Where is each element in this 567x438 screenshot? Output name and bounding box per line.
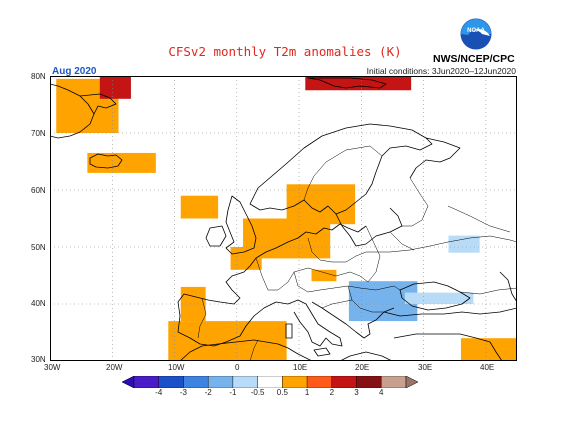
- colorbar-cell: [183, 376, 209, 388]
- colorbar-cell: [282, 376, 308, 388]
- sardinia-coast: [285, 323, 293, 339]
- baltic-coast: [335, 207, 403, 247]
- colorbar: [122, 376, 418, 388]
- colorbar-tick-label: 3: [354, 388, 359, 397]
- kola-coast: [409, 137, 461, 179]
- britain-coast: [225, 195, 257, 255]
- turkey-coast: [383, 307, 517, 317]
- noaa-logo: NOAA: [460, 18, 492, 50]
- lat-label-80n: 80N: [31, 72, 46, 81]
- coastlines: [50, 77, 517, 361]
- lat-label-30n: 30N: [31, 355, 46, 364]
- colorbar-cell: [381, 376, 407, 388]
- lat-label-60n: 60N: [31, 186, 46, 195]
- initial-conditions: Initial conditions: 3Jun2020–12Jun2020: [366, 66, 516, 76]
- sicily-coast: [313, 347, 331, 357]
- colorbar-low-arrow: [122, 376, 135, 388]
- noaa-logo-text: NOAA: [467, 28, 485, 34]
- balkans-coast: [311, 301, 395, 339]
- libya-coast: [339, 351, 393, 361]
- anomaly-patch-italy-adriatic: [311, 269, 337, 282]
- colorbar-tick-label: -1: [229, 388, 237, 397]
- colorbar-tick-label: -3: [179, 388, 188, 397]
- europe-west-coast: [255, 223, 367, 259]
- colorbar-tick-label: -2: [204, 388, 212, 397]
- italy-coast: [287, 299, 343, 347]
- lon-label-40e: 40E: [480, 363, 495, 372]
- med-east-coast: [393, 333, 503, 361]
- anomaly-patch-british-isles: [180, 195, 219, 219]
- greenland-fjords: [79, 93, 117, 115]
- colorbar-tick-label: 2: [329, 388, 335, 397]
- colorbar-tick-label: -4: [155, 388, 163, 397]
- chart-title: CFSv2 monthly T2m anomalies (K): [168, 44, 402, 59]
- lat-label-50n: 50N: [31, 243, 46, 252]
- anomaly-patch-scandinavia-south: [286, 184, 356, 225]
- iceland-coast: [89, 153, 123, 169]
- lat-label-70n: 70N: [31, 129, 46, 138]
- anomaly-patch-black-sea-cool: [404, 292, 474, 304]
- anomaly-patch-svalbard: [305, 76, 412, 91]
- svalbard-coast: [307, 77, 387, 89]
- north-africa-coast: [179, 339, 313, 361]
- colorbar-cell: [257, 376, 283, 388]
- colorbar-high-arrow: [405, 376, 418, 388]
- colorbar-cell: [207, 376, 234, 388]
- forecast-month: Aug 2020: [52, 66, 97, 77]
- lat-label-40n: 40N: [31, 299, 46, 308]
- colorbar-cell: [306, 376, 333, 388]
- lon-label-20e: 20E: [355, 363, 370, 372]
- ireland-coast: [205, 225, 227, 247]
- anomaly-patch-france-west: [230, 247, 262, 270]
- colorbar-cell: [232, 376, 258, 388]
- lon-label-20w: 20W: [106, 363, 123, 372]
- borders: [197, 145, 517, 361]
- lon-label-30e: 30E: [418, 363, 433, 372]
- colorbar-cell: [133, 376, 159, 388]
- france-iberia-coast: [177, 257, 289, 347]
- colorbar-cell: [158, 376, 184, 388]
- anomaly-patch-russia-cool: [448, 235, 480, 253]
- anomaly-patch-middle-east: [460, 338, 517, 361]
- colorbar-tick-label: -0.5: [250, 388, 265, 397]
- colorbar-tick-label: 4: [379, 388, 384, 397]
- lon-label-10w: 10W: [168, 363, 185, 372]
- colorbar-cell: [356, 376, 382, 388]
- anomaly-patch-iberia: [180, 286, 206, 322]
- colorbar-tick-label: 0.5: [276, 388, 288, 397]
- lon-label-30w: 30W: [44, 363, 61, 372]
- map-frame: [50, 76, 517, 361]
- lon-label-0: 0: [235, 363, 240, 372]
- black-sea-coast: [399, 281, 471, 311]
- colorbar-tick-label: 1: [304, 388, 310, 397]
- organization-label: NWS/NCEP/CPC: [433, 53, 515, 65]
- lon-label-10e: 10E: [293, 363, 308, 372]
- anomaly-patch-iceland: [87, 152, 156, 173]
- caspian-coast: [499, 271, 517, 303]
- colorbar-cell: [331, 376, 357, 388]
- europe-map: [50, 76, 517, 361]
- anomaly-patch-greenland-northeast: [99, 76, 131, 99]
- anomaly-layer: [56, 76, 517, 361]
